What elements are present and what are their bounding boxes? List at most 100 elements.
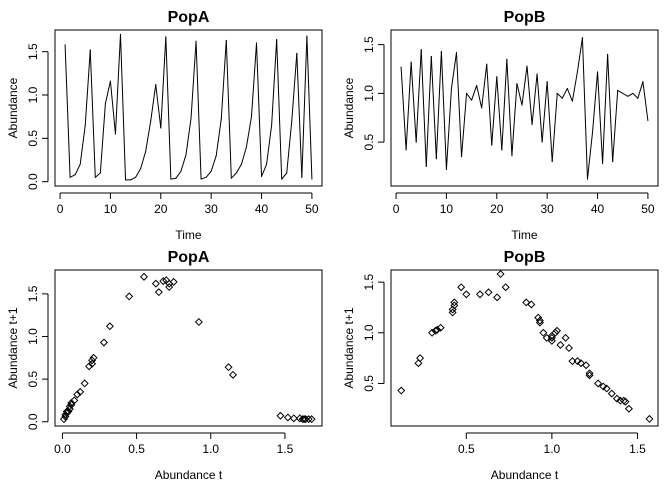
popb-return-map-point: [448, 308, 457, 317]
popb-return-map-title: PopB: [504, 249, 546, 266]
popa-series-line-segment: [109, 80, 116, 135]
popb-return-map-y-tick-label: 0.5: [362, 375, 376, 392]
popb-return-map-point: [573, 357, 582, 366]
popa-series-y-axis-label: Abundance: [6, 77, 20, 138]
popa-return-map-point: [283, 413, 292, 422]
popb-return-map-point: [582, 361, 591, 370]
popa-series-line-segment: [69, 174, 76, 178]
popb-series-line-segment: [506, 58, 513, 157]
popb-return-map-point: [450, 298, 459, 307]
popb-series-line-segment: [571, 71, 578, 102]
popa-series-line-segment: [79, 124, 86, 165]
popb-series-line-segment: [546, 81, 553, 163]
popb-series-line-segment: [576, 37, 583, 73]
popa-return-map-point: [276, 411, 285, 420]
popa-series-line-segment: [306, 35, 313, 180]
popb-return-map-point: [450, 301, 459, 310]
popa-series-line-segment: [114, 33, 121, 135]
popb-series-line-segment: [642, 81, 649, 122]
popb-series-line-segment: [592, 71, 599, 133]
popb-series-line-segment: [405, 61, 412, 151]
popb-series-line-segment: [531, 73, 538, 126]
popb-return-map-x-axis-label: Abundance t: [491, 468, 559, 480]
popb-return-map-point: [397, 386, 406, 395]
popb-series-line-segment: [637, 81, 644, 99]
popb-series-x-axis-label: Time: [511, 228, 538, 242]
popb-return-map-point: [547, 333, 556, 342]
popa-return-map-x-axis-label: Abundance t: [155, 468, 223, 480]
popb-series-x-tick-label: 10: [440, 202, 454, 216]
popa-return-map-point: [289, 414, 298, 423]
popa-return-map-point: [85, 362, 94, 371]
popa-series-line-segment: [160, 36, 167, 129]
popb-series-line-segment: [486, 63, 493, 146]
popa-series-x-tick-label: 10: [104, 202, 118, 216]
popa-series-line-segment: [256, 42, 263, 177]
popa-series-plot-frame: [54, 29, 323, 187]
popa-return-map-point: [151, 279, 160, 288]
popb-return-map-point: [501, 283, 510, 292]
popb-series-line-segment: [476, 85, 483, 109]
popb-series-line-segment: [566, 88, 573, 102]
popb-return-map-point: [594, 379, 603, 388]
popa-series-line-segment: [291, 52, 298, 122]
popa-return-map-point: [125, 292, 134, 301]
popa-series-x-tick-label: 50: [305, 202, 319, 216]
popb-series-line-segment: [622, 92, 629, 97]
popa-return-map-point: [62, 407, 71, 416]
popb-series-title: PopB: [504, 9, 546, 26]
popb-series-line-segment: [516, 83, 523, 106]
popb-return-map-y-axis-label: Abundance t+1: [342, 307, 356, 388]
popa-series-y-tick-label: 0.0: [26, 173, 40, 190]
popb-series-line-segment: [435, 50, 442, 160]
popb-series-y-tick-label: 1.5: [362, 36, 376, 53]
popa-series-line-segment: [205, 170, 212, 178]
popb-series-y-tick-label: 1.0: [362, 85, 376, 102]
popa-return-map-title: PopA: [168, 249, 210, 266]
popb-series-line-segment: [561, 88, 568, 99]
popb-series-line-segment: [556, 92, 563, 99]
popb-series-line-segment: [420, 49, 427, 167]
popa-series-line-segment: [296, 52, 303, 178]
popb-return-map-point: [576, 359, 585, 368]
popa-series-line-segment: [175, 170, 182, 179]
popa-series-line-segment: [180, 154, 187, 172]
popa-return-map-point: [88, 356, 97, 365]
popb-series-line-segment: [597, 71, 604, 165]
popa-return-map-point: [165, 283, 174, 292]
popa-return-map-x-tick-label: 0.5: [128, 442, 145, 456]
popa-series-line-segment: [89, 49, 96, 178]
popb-series-x-tick-label: 0: [393, 202, 400, 216]
popb-return-map-plot-frame: [390, 269, 659, 427]
popb-series-line-segment: [617, 89, 624, 94]
popa-return-map-point: [194, 317, 203, 327]
popa-series-x-tick-label: 30: [204, 202, 218, 216]
popa-series-title: PopA: [168, 9, 210, 26]
popb-return-map-point: [585, 371, 594, 380]
popa-series-line-segment: [301, 35, 308, 178]
popb-series-x-tick-label: 50: [641, 202, 655, 216]
popa-return-map-point: [228, 370, 238, 379]
popb-return-map-x-tick-label: 1.5: [629, 442, 646, 456]
popb-return-map-point: [527, 300, 536, 309]
popa-series-line-segment: [240, 146, 247, 165]
popb-series-line-segment: [501, 58, 508, 151]
popa-series-line-segment: [74, 163, 81, 176]
popa-series-line-segment: [250, 42, 258, 118]
popb-return-map-point: [561, 333, 570, 342]
popa-return-map-point: [169, 277, 178, 286]
popb-series-line-segment: [551, 92, 558, 163]
popa-series-line-segment: [64, 44, 71, 178]
popb-series-line-segment: [471, 85, 478, 101]
popa-return-map-point: [224, 363, 233, 372]
popb-return-map-x-tick-label: 0.5: [458, 442, 475, 456]
popa-series-line-segment: [155, 84, 162, 129]
popb-return-map-point: [553, 326, 562, 335]
popa-series-line-segment: [230, 172, 237, 179]
popa-return-map-point: [76, 387, 85, 396]
popa-series-line-segment: [220, 39, 227, 120]
popb-return-map-point: [556, 340, 565, 349]
popb-return-map-point: [624, 404, 633, 413]
popa-return-map-y-tick-label: 0.5: [26, 370, 40, 387]
